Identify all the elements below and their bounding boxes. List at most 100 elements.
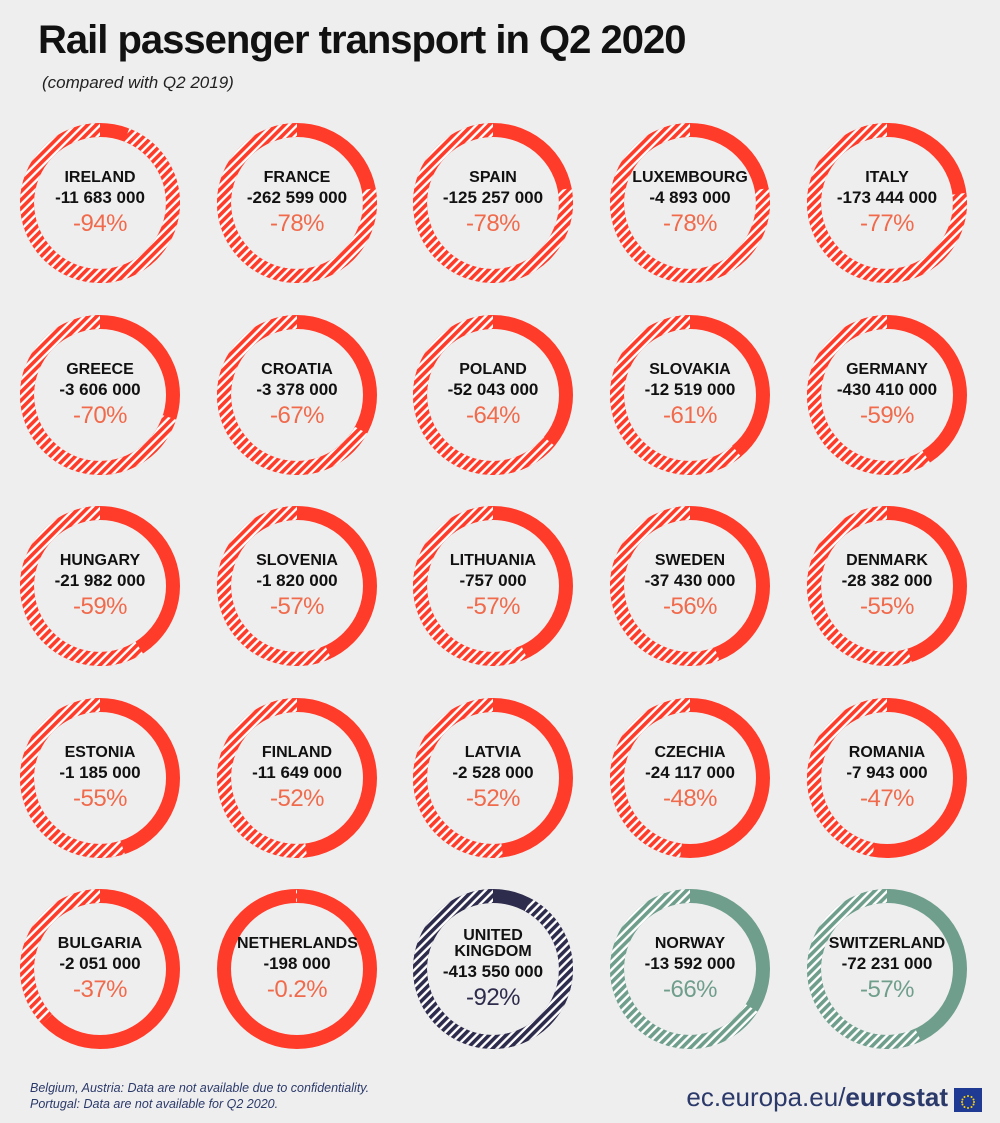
donut-label: NORWAY -13 592 000 -66%	[605, 884, 775, 1054]
donut-svg	[413, 698, 573, 858]
donut-svg	[610, 698, 770, 858]
percent-change: -57%	[269, 592, 325, 620]
eurostat-brand: ec.europa.eu/eurostat	[686, 1082, 982, 1113]
donut-decline-arc	[807, 889, 967, 1049]
percent-change: -78%	[269, 209, 325, 237]
passenger-change-value: -11 649 000	[252, 762, 342, 782]
passenger-change-value: -11 683 000	[55, 187, 145, 207]
donut-svg	[217, 889, 377, 1049]
passenger-change-value: -37 430 000	[644, 570, 736, 590]
donut-decline-arc	[413, 315, 573, 475]
passenger-change-value: -7 943 000	[846, 762, 928, 782]
donut-denmark: DENMARK -28 382 000 -55%	[802, 501, 972, 671]
passenger-change-value: -2 051 000	[59, 953, 141, 973]
donut-svg	[217, 506, 377, 666]
donut-decline-arc	[217, 506, 377, 666]
country-name: BULGARIA	[57, 935, 143, 953]
donut-label: IRELAND -11 683 000 -94%	[15, 118, 185, 288]
percent-change: -78%	[662, 209, 718, 237]
donut-label: SWITZERLAND -72 231 000 -57%	[802, 884, 972, 1054]
passenger-change-value: -757 000	[459, 570, 527, 590]
percent-change: -52%	[269, 784, 325, 812]
percent-change: -57%	[465, 592, 521, 620]
donut-label: LUXEMBOURG -4 893 000 -78%	[605, 118, 775, 288]
country-name: GREECE	[66, 361, 134, 379]
donut-decline-arc	[20, 698, 180, 858]
donut-label: ESTONIA -1 185 000 -55%	[15, 693, 185, 863]
donut-decline-arc	[20, 123, 180, 283]
percent-change: -94%	[72, 209, 128, 237]
donut-estonia: ESTONIA -1 185 000 -55%	[15, 693, 185, 863]
donut-svg	[217, 698, 377, 858]
passenger-change-value: -24 117 000	[645, 762, 735, 782]
donut-svg	[807, 698, 967, 858]
donut-svg	[217, 315, 377, 475]
donut-label: GERMANY -430 410 000 -59%	[802, 310, 972, 480]
country-name: UNITED KINGDOM	[454, 926, 532, 961]
country-name: SPAIN	[469, 169, 517, 187]
donut-bulgaria: BULGARIA -2 051 000 -37%	[15, 884, 185, 1054]
donut-label: HUNGARY -21 982 000 -59%	[15, 501, 185, 671]
donut-svg	[807, 889, 967, 1049]
donut-svg	[20, 506, 180, 666]
country-name: CROATIA	[261, 361, 333, 379]
passenger-change-value: -21 982 000	[54, 570, 146, 590]
donut-label: CROATIA -3 378 000 -67%	[212, 310, 382, 480]
donut-label: ROMANIA -7 943 000 -47%	[802, 693, 972, 863]
donut-decline-arc	[610, 698, 770, 858]
percent-change: -57%	[859, 975, 915, 1003]
donut-lithuania: LITHUANIA -757 000 -57%	[408, 501, 578, 671]
donut-finland: FINLAND -11 649 000 -52%	[212, 693, 382, 863]
donut-svg	[807, 506, 967, 666]
percent-change: -64%	[465, 401, 521, 429]
country-name: NETHERLANDS	[237, 935, 358, 953]
passenger-change-value: -12 519 000	[644, 379, 736, 399]
passenger-change-value: -1 185 000	[59, 762, 141, 782]
donut-svg	[20, 315, 180, 475]
donut-decline-arc	[217, 698, 377, 858]
donut-decline-arc	[807, 506, 967, 666]
donut-croatia: CROATIA -3 378 000 -67%	[212, 310, 382, 480]
donut-decline-arc	[610, 315, 770, 475]
donut-svg	[610, 123, 770, 283]
percent-change: -59%	[72, 592, 128, 620]
percent-change: -48%	[662, 784, 718, 812]
country-name: SWEDEN	[654, 552, 726, 570]
donut-united-kingdom: UNITED KINGDOM -413 550 000 -92%	[408, 884, 578, 1054]
percent-change: -56%	[662, 592, 718, 620]
donut-svg	[20, 698, 180, 858]
donut-svg	[610, 315, 770, 475]
passenger-change-value: -3 606 000	[59, 379, 141, 399]
donut-greece: GREECE -3 606 000 -70%	[15, 310, 185, 480]
donut-decline-arc	[610, 889, 770, 1049]
passenger-change-value: -1 820 000	[256, 570, 338, 590]
country-name: LATVIA	[464, 744, 522, 762]
passenger-change-value: -262 599 000	[246, 187, 348, 207]
donut-decline-arc	[20, 889, 180, 1049]
donut-svg	[217, 123, 377, 283]
chart-subtitle: (compared with Q2 2019)	[42, 73, 234, 92]
passenger-change-value: -28 382 000	[841, 570, 933, 590]
passenger-change-value: -430 410 000	[836, 379, 938, 399]
donut-decline-arc	[807, 698, 967, 858]
country-name: SLOVENIA	[256, 552, 338, 570]
donut-label: DENMARK -28 382 000 -55%	[802, 501, 972, 671]
donut-label: ITALY -173 444 000 -77%	[802, 118, 972, 288]
percent-change: -77%	[859, 209, 915, 237]
donut-decline-arc	[217, 315, 377, 475]
donut-label: SPAIN -125 257 000 -78%	[408, 118, 578, 288]
donut-decline-arc	[413, 506, 573, 666]
country-name: SWITZERLAND	[828, 935, 946, 953]
donut-decline-arc	[413, 698, 573, 858]
country-name: CZECHIA	[654, 744, 726, 762]
country-name: LUXEMBOURG	[632, 169, 748, 187]
donut-decline-arc	[20, 506, 180, 666]
donut-label: LATVIA -2 528 000 -52%	[408, 693, 578, 863]
percent-change: -70%	[72, 401, 128, 429]
donut-svg	[413, 123, 573, 283]
donut-germany: GERMANY -430 410 000 -59%	[802, 310, 972, 480]
donut-label: SWEDEN -37 430 000 -56%	[605, 501, 775, 671]
country-name: SLOVAKIA	[649, 361, 731, 379]
donut-label: POLAND -52 043 000 -64%	[408, 310, 578, 480]
